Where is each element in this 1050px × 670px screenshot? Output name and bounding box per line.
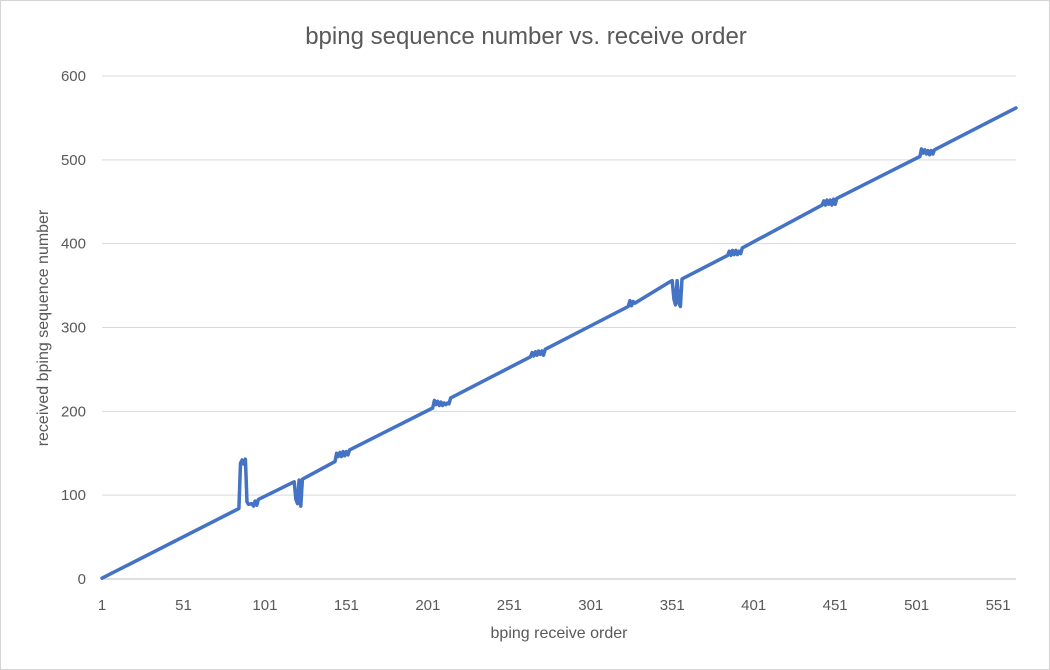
y-tick-label: 0 xyxy=(78,571,86,588)
x-tick-label: 101 xyxy=(252,597,277,614)
x-tick-label: 151 xyxy=(334,597,359,614)
y-tick-label: 500 xyxy=(61,152,86,169)
x-axis-title: bping receive order xyxy=(491,625,629,642)
y-tick-label: 100 xyxy=(61,487,86,504)
x-tick-label: 301 xyxy=(578,597,603,614)
series-line-0 xyxy=(100,106,1018,580)
chart-title: bping sequence number vs. receive order xyxy=(305,23,747,50)
y-tick-labels: 0 100 200 300 400 500 600 xyxy=(61,68,86,588)
series-layer xyxy=(100,106,1018,580)
y-tick-label: 400 xyxy=(61,236,86,253)
y-tick-label: 600 xyxy=(61,68,86,85)
x-tick-label: 401 xyxy=(741,597,766,614)
x-tick-label: 201 xyxy=(415,597,440,614)
y-tick-label: 300 xyxy=(61,320,86,337)
x-tick-labels: 1 51 101 151 201 251 301 351 401 451 501 551 xyxy=(98,597,1011,614)
x-tick-label: 1 xyxy=(98,597,106,614)
x-tick-label: 451 xyxy=(823,597,848,614)
x-tick-label: 501 xyxy=(904,597,929,614)
x-tick-label: 351 xyxy=(660,597,685,614)
x-tick-label: 551 xyxy=(986,597,1011,614)
gridlines xyxy=(102,75,1016,496)
x-tick-label: 251 xyxy=(497,597,522,614)
x-tick-label: 51 xyxy=(175,597,192,614)
y-tick-label: 200 xyxy=(61,403,86,420)
y-axis-title: received bping sequence number xyxy=(35,209,52,446)
